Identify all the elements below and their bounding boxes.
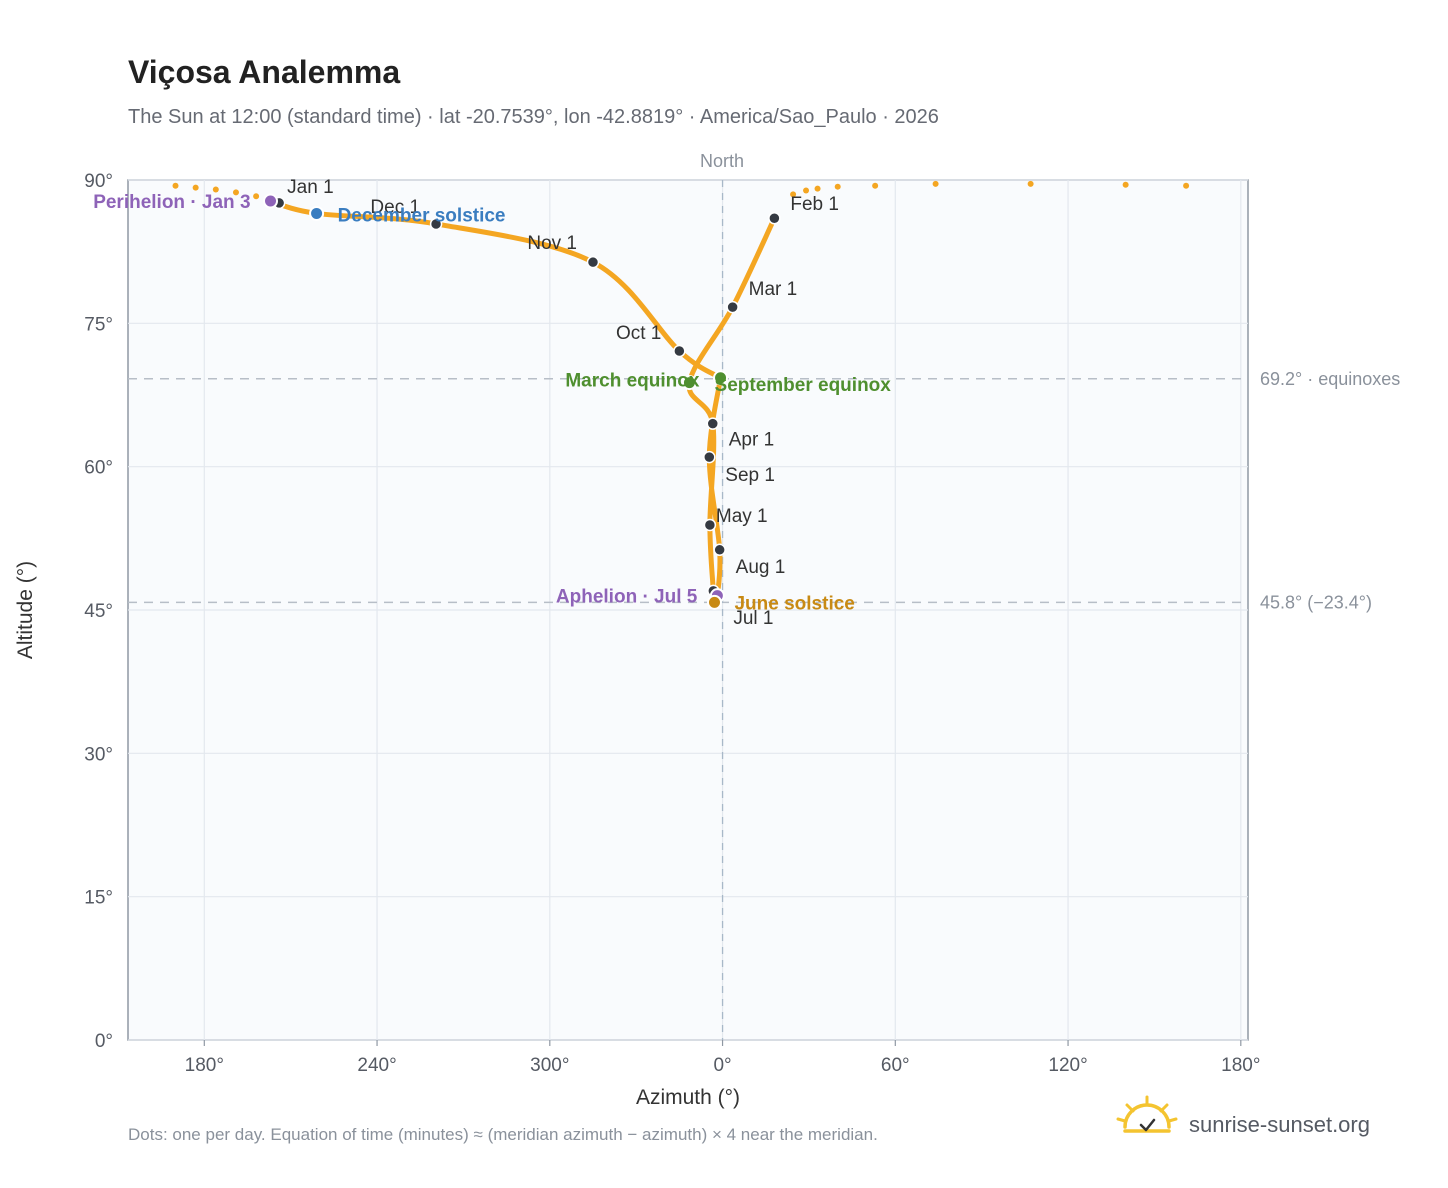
month-label: Jan 1 [287, 177, 333, 198]
event-label: Aphelion · Jul 5 [556, 587, 698, 608]
event-markers: Perihelion · Jan 3 December solstice March… [93, 192, 891, 614]
month-label: Aug 1 [736, 557, 786, 578]
daily-dot [790, 191, 797, 198]
month-markers: Jan 1 Feb 1 Mar 1 Apr 1 May 1 Jul 1 Aug 1 Sep 1… [272, 177, 839, 629]
chart-subtitle: The Sun at 12:00 (standard time) · lat -… [128, 106, 939, 128]
daily-dot [932, 180, 939, 187]
x-tick-label: 180° [185, 1055, 224, 1076]
month-label: Dec 1 [370, 197, 420, 218]
analemma-curve-meridian [686, 215, 777, 606]
daily-dot [192, 184, 199, 191]
y-tick-label: 30° [84, 744, 113, 765]
event-label: June solstice [734, 593, 854, 614]
y-tick-label: 60° [84, 458, 113, 479]
event-label: March equinox [565, 371, 700, 392]
daily-dot [803, 187, 810, 194]
y-axis-title: Altitude (°) [14, 561, 37, 659]
y-tick-label: 75° [84, 314, 113, 335]
event-marker [713, 370, 729, 386]
x-tick-label: 240° [357, 1055, 396, 1076]
brand-name: sunrise-sunset.org [1189, 1112, 1370, 1137]
month-marker [429, 217, 443, 231]
month-marker [726, 300, 739, 314]
x-axis-ticks: 180° 240° 300° 0° 60° 120° 180° [185, 1040, 1260, 1076]
month-label: Sep 1 [725, 465, 775, 486]
x-tick-label: 180° [1221, 1055, 1260, 1076]
daily-dot [1122, 181, 1129, 188]
event-label: December solstice [338, 205, 506, 226]
event-marker [263, 193, 279, 209]
month-label: Oct 1 [616, 323, 661, 344]
daily-dot [834, 183, 841, 190]
event-marker [309, 205, 325, 221]
daily-dot [212, 186, 219, 193]
y-tick-label: 90° [84, 171, 113, 192]
reference-line-label: 69.2° · equinoxes [1260, 369, 1400, 389]
x-tick-label: 120° [1048, 1055, 1087, 1076]
event-label: Perihelion · Jan 3 [93, 192, 250, 213]
month-label: May 1 [716, 506, 768, 527]
grid-lines [128, 179, 1248, 1041]
chart-title: Viçosa Analemma [128, 54, 400, 90]
y-tick-label: 0° [95, 1031, 113, 1052]
month-marker [673, 344, 686, 358]
x-tick-label: 60° [881, 1055, 910, 1076]
sparse-points [172, 180, 1190, 200]
daily-dot [172, 182, 179, 189]
footnote: Dots: one per day. Equation of time (min… [128, 1125, 878, 1144]
event-marker [706, 594, 722, 610]
month-marker [703, 450, 716, 464]
north-label: North [700, 151, 744, 171]
daily-dot [232, 189, 239, 196]
daily-dot [814, 185, 821, 192]
daily-dot [253, 193, 260, 200]
y-tick-label: 45° [84, 601, 113, 622]
month-label: Mar 1 [749, 279, 798, 300]
x-tick-label: 0° [713, 1055, 731, 1076]
x-axis-title: Azimuth (°) [636, 1086, 740, 1109]
event-label: September equinox [715, 375, 892, 396]
y-tick-label: 15° [84, 888, 113, 909]
month-marker [713, 543, 726, 557]
month-label: Jul 1 [733, 608, 773, 629]
daily-dot [1183, 182, 1190, 189]
y-axis-ticks: 0° 15° 30° 45° 60° 75° 90° [84, 171, 113, 1052]
month-marker [586, 255, 600, 269]
x-tick-label: 300° [530, 1055, 569, 1076]
month-label: Apr 1 [729, 430, 774, 451]
reference-line-label: 45.8° (−23.4°) [1260, 592, 1372, 612]
daily-dot [1027, 180, 1034, 187]
month-label: Nov 1 [527, 233, 577, 254]
sun-check-icon [1116, 1095, 1178, 1133]
month-marker [703, 518, 717, 532]
reference-lines: 69.2° · equinoxes 45.8° (−23.4°) [128, 369, 1400, 612]
daily-dot [872, 182, 879, 189]
month-label: Feb 1 [790, 194, 839, 215]
month-marker [768, 211, 781, 225]
month-marker [706, 417, 720, 430]
event-marker [681, 375, 697, 391]
